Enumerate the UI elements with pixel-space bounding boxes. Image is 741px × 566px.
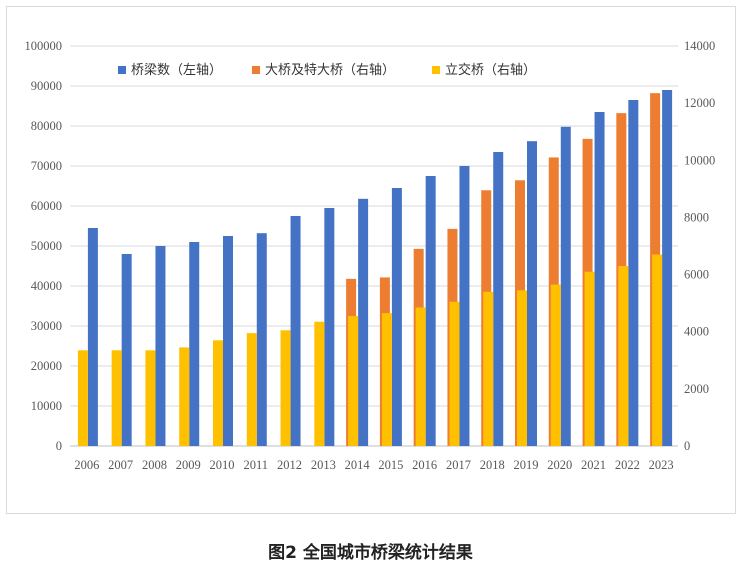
x-axis-tick-label: 2018 (480, 458, 505, 472)
bar-right-2 (584, 271, 595, 446)
bar-left-0 (459, 166, 470, 446)
x-axis-tick-label: 2013 (311, 458, 336, 472)
left-axis-tick-label: 0 (56, 439, 62, 453)
bar-right-2 (280, 330, 291, 446)
bar-left-0 (121, 254, 132, 446)
right-axis-tick-label: 4000 (684, 325, 709, 339)
bar-right-2 (348, 316, 359, 446)
bar-left-0 (662, 90, 673, 446)
left-axis-tick-label: 40000 (31, 279, 62, 293)
bar-right-2 (213, 340, 223, 446)
bar-right-2 (517, 290, 527, 446)
left-axis-tick-label: 50000 (31, 239, 62, 253)
left-axis-tick-label: 80000 (31, 119, 62, 133)
bar-left-0 (223, 236, 233, 446)
right-axis-tick-label: 2000 (684, 382, 709, 396)
bar-right-2 (550, 284, 561, 446)
bar-left-0 (493, 152, 504, 446)
bar-right-2 (145, 350, 156, 446)
bar-left-0 (527, 141, 537, 446)
right-axis-tick-label: 0 (684, 439, 690, 453)
legend-label: 桥梁数（左轴） (131, 63, 222, 78)
legend-swatch (432, 66, 440, 74)
x-axis-tick-label: 2014 (345, 458, 371, 472)
bar-right-2 (246, 333, 257, 446)
left-axis-tick-label: 20000 (31, 359, 62, 373)
right-axis-tick-label: 6000 (684, 268, 709, 282)
bar-right-2 (179, 347, 190, 446)
x-axis-tick-label: 2019 (514, 458, 539, 472)
x-axis-tick-label: 2020 (547, 458, 572, 472)
bar-left-0 (594, 112, 605, 446)
bar-left-0 (256, 233, 267, 446)
bar-left-0 (324, 208, 335, 446)
left-axis-tick-label: 90000 (31, 79, 62, 93)
x-axis-tick-label: 2015 (378, 458, 403, 472)
x-axis-tick-label: 2017 (446, 458, 471, 472)
left-axis-tick-label: 30000 (31, 319, 62, 333)
bar-left-0 (425, 176, 436, 446)
legend-swatch (252, 66, 260, 74)
right-axis-tick-label: 8000 (684, 210, 709, 224)
x-axis-tick-label: 2021 (581, 458, 606, 472)
x-axis-tick-label: 2009 (176, 458, 201, 472)
bar-left-0 (628, 100, 639, 446)
left-axis-tick-label: 10000 (31, 399, 62, 413)
legend-label: 立交桥（右轴） (445, 62, 536, 78)
left-axis-tick-label: 70000 (31, 159, 62, 173)
x-axis-tick-label: 2006 (74, 458, 99, 472)
bar-right-2 (111, 350, 122, 446)
bar-right-2 (449, 301, 460, 446)
bar-left-0 (358, 198, 369, 446)
right-axis-tick-label: 10000 (684, 153, 715, 167)
x-axis-tick-label: 2007 (108, 458, 133, 472)
bar-left-0 (189, 242, 200, 446)
x-axis-tick-label: 2016 (412, 458, 437, 472)
left-axis-tick-label: 60000 (31, 199, 62, 213)
x-axis-tick-label: 2023 (649, 458, 674, 472)
bar-right-2 (483, 291, 494, 446)
legend-swatch (118, 66, 126, 74)
x-axis-tick-label: 2010 (210, 458, 235, 472)
right-axis-tick-label: 14000 (684, 39, 715, 53)
legend-label: 大桥及特大桥（右轴） (265, 63, 395, 78)
x-axis-tick-label: 2022 (615, 458, 640, 472)
bar-left-0 (391, 188, 402, 446)
bar-right-2 (77, 350, 88, 446)
x-axis-tick-label: 2008 (142, 458, 167, 472)
left-axis-tick-label: 100000 (25, 39, 63, 53)
bar-left-0 (87, 228, 98, 446)
figure-caption: 图2 全国城市桥梁统计结果 (268, 543, 473, 563)
x-axis-tick-label: 2011 (244, 458, 269, 472)
bar-right-2 (314, 321, 325, 446)
bar-right-2 (415, 307, 426, 446)
right-axis-tick-label: 12000 (684, 96, 715, 110)
bar-left-0 (560, 126, 571, 447)
bar-left-0 (155, 246, 166, 446)
bar-right-2 (618, 266, 629, 446)
bridge-statistics-chart: 0100002000030000400005000060000700008000… (25, 39, 716, 472)
bar-right-2 (652, 254, 663, 446)
x-axis-tick-label: 2012 (277, 458, 302, 472)
bar-left-0 (290, 216, 301, 446)
bar-right-2 (381, 313, 392, 446)
